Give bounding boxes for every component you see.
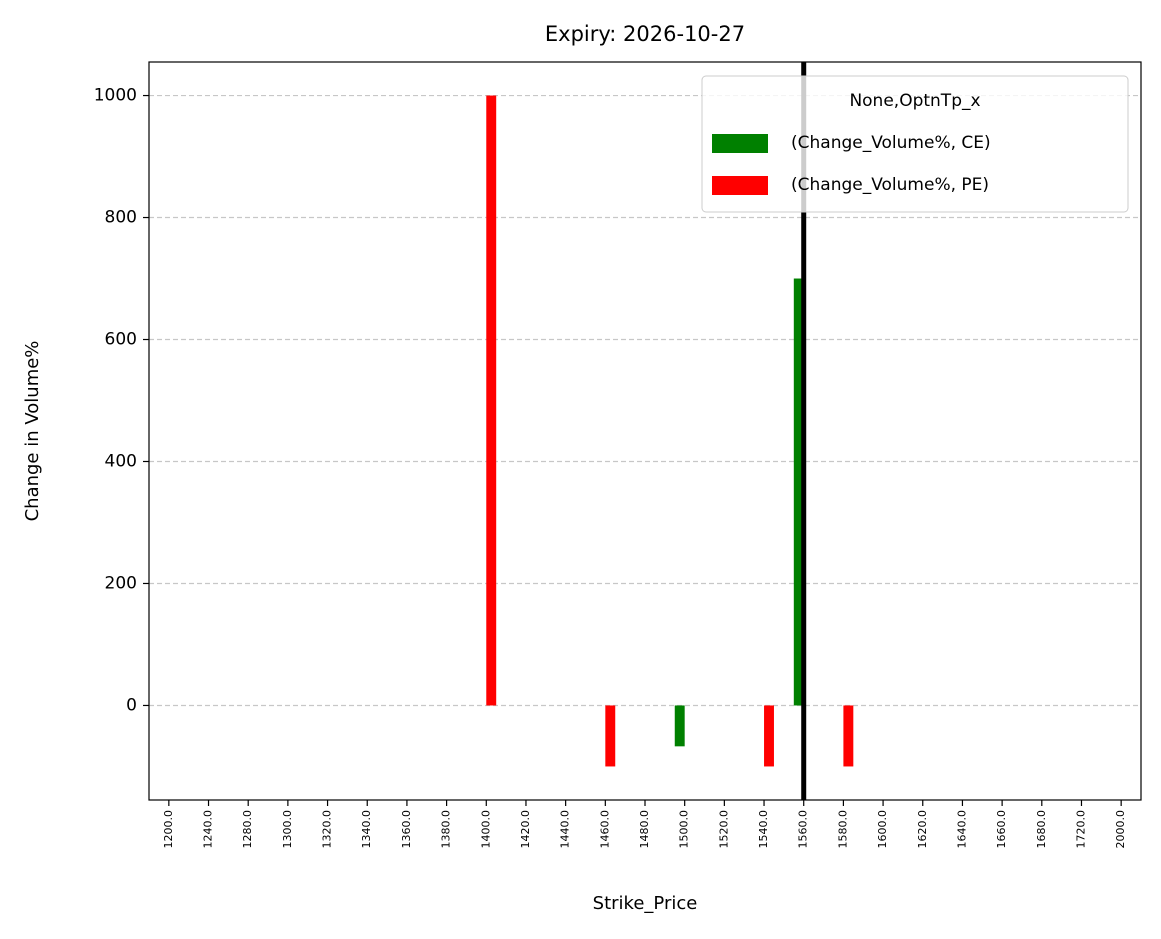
x-tick-label: 1540.0: [757, 810, 770, 849]
x-tick-label: 1200.0: [162, 810, 175, 849]
bar: [486, 95, 497, 706]
x-tick-label: 1240.0: [202, 810, 215, 849]
x-tick-label: 1340.0: [360, 810, 373, 849]
x-tick-label: 1280.0: [241, 810, 254, 849]
legend-label: (Change_Volume%, CE): [791, 133, 991, 153]
legend-swatch: [712, 134, 768, 153]
x-tick-label: 1640.0: [955, 810, 968, 849]
x-tick-label: 1420.0: [519, 810, 532, 849]
x-tick-label: 1360.0: [400, 810, 413, 849]
y-tick-label: 600: [105, 330, 137, 350]
bar: [674, 705, 685, 747]
legend-box: [701, 75, 1129, 213]
x-tick-label: 1460.0: [598, 810, 611, 849]
bar: [605, 705, 616, 767]
x-tick-label: 1620.0: [916, 810, 929, 849]
legend-swatch: [712, 176, 768, 195]
x-tick-label: 1680.0: [1035, 810, 1048, 849]
x-tick-label: 1400.0: [479, 810, 492, 849]
x-tick-label: 1300.0: [281, 810, 294, 849]
x-tick-label: 1440.0: [559, 810, 572, 849]
chart-title: Expiry: 2026-10-27: [545, 22, 745, 46]
x-tick-label: 1320.0: [321, 810, 334, 849]
x-tick-label: 1500.0: [678, 810, 691, 849]
legend-title: None,OptnTp_x: [849, 91, 980, 111]
x-tick-label: 1520.0: [717, 810, 730, 849]
legend-label: (Change_Volume%, PE): [791, 175, 989, 195]
x-tick-label: 1600.0: [876, 810, 889, 849]
x-tick-label: 1580.0: [836, 810, 849, 849]
x-tick-label: 1720.0: [1074, 810, 1087, 849]
y-tick-label: 200: [105, 573, 137, 593]
x-tick-label: 1480.0: [638, 810, 651, 849]
x-axis-label: Strike_Price: [593, 893, 698, 914]
bar: [843, 705, 854, 767]
y-tick-label: 400: [105, 451, 137, 471]
x-tick-label: 1380.0: [440, 810, 453, 849]
axes-frame: [148, 61, 1142, 801]
bar: [793, 278, 804, 706]
x-tick-label: 1560.0: [797, 810, 810, 849]
y-tick-label: 0: [126, 695, 137, 715]
x-tick-label: 2000.0: [1114, 810, 1127, 849]
bar: [764, 705, 774, 767]
y-axis-label: Change in Volume%: [22, 341, 43, 522]
x-tick-label: 1660.0: [995, 810, 1008, 849]
y-tick-label: 800: [105, 208, 137, 228]
y-tick-label: 1000: [94, 86, 137, 106]
